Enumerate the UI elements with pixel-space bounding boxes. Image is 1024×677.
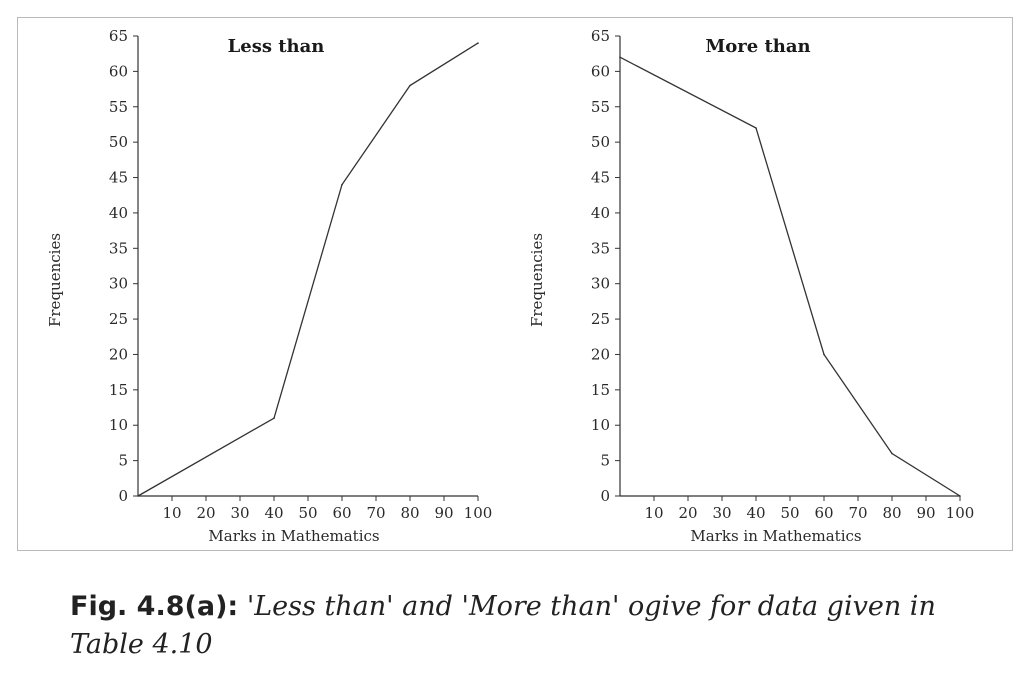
x-tick-label: 70 (366, 504, 385, 522)
x-tick-label: 80 (882, 504, 901, 522)
x-tick-label: 20 (196, 504, 215, 522)
chart-title: Less than (228, 36, 325, 57)
data-point (823, 353, 825, 356)
data-point (959, 495, 961, 497)
y-tick-label: 40 (591, 204, 610, 222)
y-tick-label: 55 (591, 98, 610, 116)
x-axis-title: Marks in Mathematics (690, 527, 861, 545)
y-tick-label: 35 (109, 239, 128, 257)
y-tick-label: 0 (118, 487, 128, 505)
less-than-ogive-chart: 0 5 10 15 20 25 30 35 40 45 50 55 60 65 10 20 30 40 50 60 70… (46, 27, 493, 545)
x-tick-label: 50 (780, 504, 799, 522)
y-tick-label: 0 (600, 487, 610, 505)
y-tick-label: 65 (591, 27, 610, 45)
more-than-ogive-chart: 0 5 10 15 20 25 30 35 40 45 50 55 60 65 10 20 30 40 50 60 70… (528, 27, 975, 545)
chart-title: More than (705, 36, 810, 57)
x-axis-title: Marks in Mathematics (208, 527, 379, 545)
y-tick-label: 5 (600, 452, 610, 470)
y-tick-label: 20 (109, 345, 128, 363)
y-tick-label: 60 (109, 62, 128, 80)
y-tick-label: 15 (591, 381, 610, 399)
caption-label: Fig. 4.8(a): (70, 591, 239, 622)
y-tick-label: 50 (109, 133, 128, 151)
x-tick-label: 90 (434, 504, 453, 522)
y-tick-label: 55 (109, 98, 128, 116)
data-point (619, 56, 621, 59)
y-tick-label: 10 (591, 416, 610, 434)
y-tick-label: 20 (591, 345, 610, 363)
y-tick-label: 35 (591, 239, 610, 257)
y-tick-label: 40 (109, 204, 128, 222)
y-axis-title: Frequencies (528, 233, 546, 327)
y-tick-label: 25 (109, 310, 128, 328)
x-tick-label: 90 (916, 504, 935, 522)
figure-frame: 0 5 10 15 20 25 30 35 40 45 50 55 60 65 10 20 30 40 50 60 70… (17, 17, 1013, 551)
data-point (273, 417, 275, 419)
data-point (891, 452, 893, 455)
x-tick-label: 10 (644, 504, 663, 522)
x-tick-label: 30 (712, 504, 731, 522)
x-tick-label: 30 (230, 504, 249, 522)
caption-text: 'Less than' and 'More than' ogive for da… (70, 591, 936, 660)
figure-caption: Fig. 4.8(a): 'Less than' and 'More than'… (70, 588, 970, 664)
y-tick-label: 30 (109, 275, 128, 293)
y-tick-label: 5 (118, 452, 128, 470)
x-tick-label: 60 (814, 504, 833, 522)
data-point (341, 183, 343, 186)
y-tick-label: 10 (109, 416, 128, 434)
data-point (477, 42, 479, 44)
data-point (755, 127, 757, 129)
data-point (137, 495, 139, 497)
y-tick-label: 50 (591, 133, 610, 151)
y-tick-label: 15 (109, 381, 128, 399)
x-tick-label: 40 (264, 504, 283, 522)
x-tick-label: 80 (400, 504, 419, 522)
x-tick-label: 100 (946, 504, 975, 522)
y-tick-label: 45 (591, 169, 610, 187)
data-point (409, 84, 411, 87)
y-tick-label: 30 (591, 275, 610, 293)
x-tick-label: 100 (464, 504, 493, 522)
x-tick-label: 20 (678, 504, 697, 522)
x-tick-label: 50 (298, 504, 317, 522)
ogive-line (619, 56, 961, 497)
y-tick-label: 65 (109, 27, 128, 45)
y-tick-label: 25 (591, 310, 610, 328)
x-tick-label: 60 (332, 504, 351, 522)
x-tick-label: 10 (162, 504, 181, 522)
y-tick-label: 60 (591, 62, 610, 80)
x-tick-label: 70 (848, 504, 867, 522)
x-tick-label: 40 (746, 504, 765, 522)
y-tick-label: 45 (109, 169, 128, 187)
ogive-line (137, 42, 479, 497)
y-axis-title: Frequencies (46, 233, 64, 327)
